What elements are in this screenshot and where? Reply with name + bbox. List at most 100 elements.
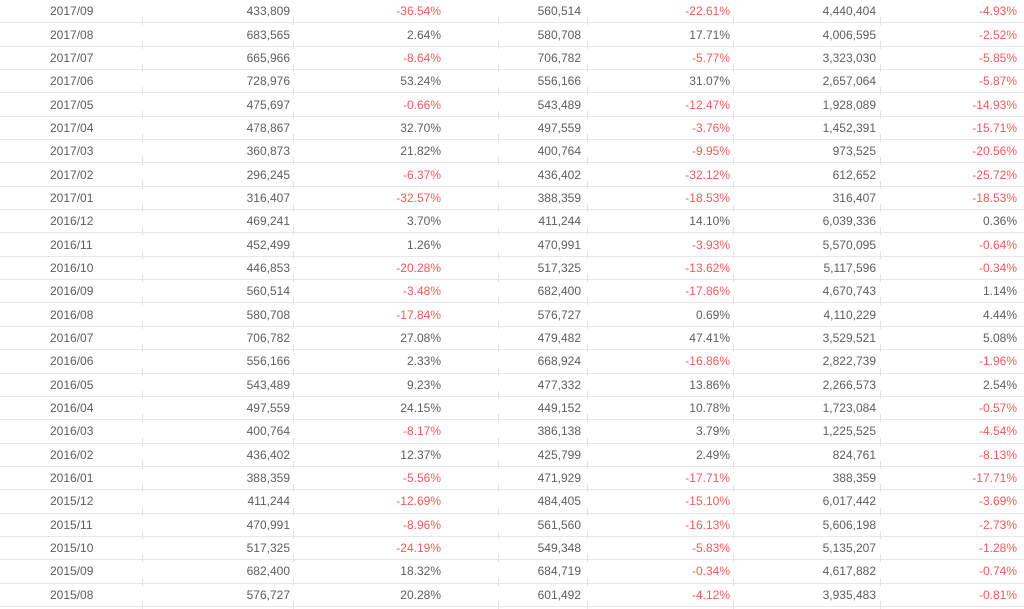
cell-percent_3: -14.93% xyxy=(880,93,1024,120)
cell-percent_3: -3.69% xyxy=(880,490,1024,516)
cell-percent_2: -5.77% xyxy=(587,47,733,73)
cell-percent_2: 13.86% xyxy=(587,374,733,400)
cell-percent_3: -1.28% xyxy=(880,537,1024,563)
cell-percent_1: -0.66% xyxy=(293,93,498,120)
cell-value_3: 316,407 xyxy=(733,187,880,213)
table-row: 2016/08 580,708 -17.84% 576,727 0.69% 4,110,2… xyxy=(0,303,1024,330)
cell-value_1: 452,499 xyxy=(142,233,293,260)
cell-percent_1: 53.24% xyxy=(293,70,498,96)
cell-value_2: 549,348 xyxy=(498,537,587,563)
cell-percent_1: 1.26% xyxy=(293,233,498,260)
cell-value_2: 477,332 xyxy=(498,374,587,400)
cell-percent_3: 1.14% xyxy=(880,280,1024,306)
cell-month: 2017/03 xyxy=(50,144,94,159)
table-row: 2015/08 576,727 20.28% 601,492 -4.12% 3,935,4… xyxy=(0,584,1024,609)
cell-month: 2016/12 xyxy=(50,214,94,229)
cell-month: 2016/02 xyxy=(50,447,94,462)
cell-value_3: 4,617,882 xyxy=(733,560,880,586)
cell-value_3: 2,657,064 xyxy=(733,70,880,96)
cell-percent_1: 20.28% xyxy=(293,584,498,609)
cell-percent_3: -0.34% xyxy=(880,257,1024,283)
cell-percent_2: -3.93% xyxy=(587,233,733,260)
cell-percent_3: -5.85% xyxy=(880,47,1024,73)
cell-value_1: 556,166 xyxy=(142,350,293,376)
cell-percent_1: -36.54% xyxy=(293,0,498,26)
cell-value_3: 388,359 xyxy=(733,467,880,493)
cell-value_1: 683,565 xyxy=(142,23,293,50)
cell-percent_1: -8.64% xyxy=(293,47,498,73)
cell-value_3: 973,525 xyxy=(733,140,880,166)
cell-percent_1: -32.57% xyxy=(293,187,498,213)
cell-percent_2: -22.61% xyxy=(587,0,733,26)
cell-month: 2017/04 xyxy=(50,120,94,135)
cell-value_1: 517,325 xyxy=(142,537,293,563)
cell-value_1: 580,708 xyxy=(142,303,293,330)
cell-value_3: 3,935,483 xyxy=(733,584,880,609)
cell-percent_2: 3.79% xyxy=(587,420,733,446)
cell-value_2: 470,991 xyxy=(498,233,587,260)
cell-percent_2: -0.34% xyxy=(587,560,733,586)
cell-value_1: 560,514 xyxy=(142,280,293,306)
cell-value_1: 469,241 xyxy=(142,210,293,236)
table-row: 2017/05 475,697 -0.66% 543,489 -12.47% 1,928,… xyxy=(0,93,1024,120)
cell-percent_1: 2.64% xyxy=(293,23,498,50)
table-row: 2016/01 388,359 -5.56% 471,929 -17.71% 388,35… xyxy=(0,467,1024,493)
cell-value_1: 316,407 xyxy=(142,187,293,213)
cell-percent_2: 2.49% xyxy=(587,444,733,470)
cell-value_1: 388,359 xyxy=(142,467,293,493)
cell-value_2: 576,727 xyxy=(498,303,587,330)
cell-month: 2015/11 xyxy=(50,517,93,532)
table-row: 2017/09 433,809 -36.54% 560,514 -22.61% 4,440… xyxy=(0,0,1024,26)
cell-value_2: 386,138 xyxy=(498,420,587,446)
cell-value_2: 471,929 xyxy=(498,467,587,493)
table-row: 2017/03 360,873 21.82% 400,764 -9.95% 973,525… xyxy=(0,140,1024,166)
cell-value_3: 6,017,442 xyxy=(733,490,880,516)
cell-value_3: 5,570,095 xyxy=(733,233,880,260)
cell-value_2: 411,244 xyxy=(498,210,587,236)
cell-month: 2016/09 xyxy=(50,284,94,299)
table-row: 2016/04 497,559 24.15% 449,152 10.78% 1,723,0… xyxy=(0,397,1024,423)
cell-percent_1: -5.56% xyxy=(293,467,498,493)
cell-percent_3: 2.54% xyxy=(880,374,1024,400)
cell-value_1: 400,764 xyxy=(142,420,293,446)
cell-value_1: 576,727 xyxy=(142,584,293,609)
table-row: 2015/12 411,244 -12.69% 484,405 -15.10% 6,017… xyxy=(0,490,1024,516)
cell-value_2: 556,166 xyxy=(498,70,587,96)
cell-value_2: 560,514 xyxy=(498,0,587,26)
cell-value_2: 497,559 xyxy=(498,117,587,143)
cell-value_1: 543,489 xyxy=(142,374,293,400)
cell-value_3: 612,652 xyxy=(733,163,880,190)
table-row: 2017/07 665,966 -8.64% 706,782 -5.77% 3,323,0… xyxy=(0,47,1024,73)
cell-month: 2016/01 xyxy=(50,471,94,486)
cell-value_3: 4,670,743 xyxy=(733,280,880,306)
cell-percent_2: 31.07% xyxy=(587,70,733,96)
cell-percent_3: -18.53% xyxy=(880,187,1024,213)
cell-value_2: 668,924 xyxy=(498,350,587,376)
cell-month: 2015/10 xyxy=(50,541,94,556)
cell-value_2: 425,799 xyxy=(498,444,587,470)
cell-value_1: 433,809 xyxy=(142,0,293,26)
cell-percent_1: -24.19% xyxy=(293,537,498,563)
table-row: 2017/06 728,976 53.24% 556,166 31.07% 2,657,0… xyxy=(0,70,1024,96)
table-row: 2016/03 400,764 -8.17% 386,138 3.79% 1,225,52… xyxy=(0,420,1024,446)
cell-percent_1: 27.08% xyxy=(293,327,498,353)
table-row: 2016/11 452,499 1.26% 470,991 -3.93% 5,570,09… xyxy=(0,233,1024,260)
cell-value_1: 497,559 xyxy=(142,397,293,423)
cell-percent_2: -9.95% xyxy=(587,140,733,166)
cell-percent_2: 0.69% xyxy=(587,303,733,330)
cell-percent_3: 5.08% xyxy=(880,327,1024,353)
cell-value_3: 5,606,198 xyxy=(733,514,880,540)
cell-month: 2017/02 xyxy=(50,167,94,182)
cell-percent_1: -8.96% xyxy=(293,514,498,540)
cell-percent_3: -2.73% xyxy=(880,514,1024,540)
cell-value_2: 449,152 xyxy=(498,397,587,423)
cell-month: 2016/05 xyxy=(50,377,94,392)
cell-percent_2: 47.41% xyxy=(587,327,733,353)
cell-percent_2: -4.12% xyxy=(587,584,733,609)
cell-value_2: 561,560 xyxy=(498,514,587,540)
cell-month: 2016/06 xyxy=(50,354,94,369)
cell-month: 2016/04 xyxy=(50,401,94,416)
cell-percent_2: -15.10% xyxy=(587,490,733,516)
cell-value_2: 436,402 xyxy=(498,163,587,190)
cell-month: 2015/12 xyxy=(50,494,94,509)
